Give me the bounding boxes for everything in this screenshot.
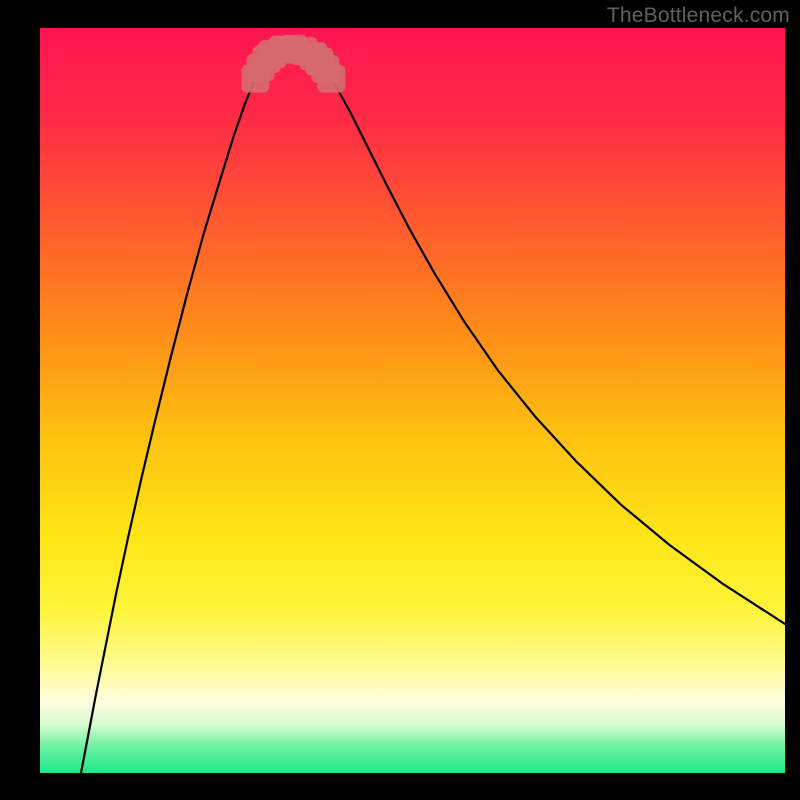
plot-area	[40, 28, 785, 773]
bottleneck-curve	[81, 49, 785, 773]
watermark-text: TheBottleneck.com	[607, 4, 790, 28]
dip-marker-group	[241, 35, 345, 93]
dip-marker	[317, 65, 345, 93]
chart-svg	[40, 28, 785, 773]
